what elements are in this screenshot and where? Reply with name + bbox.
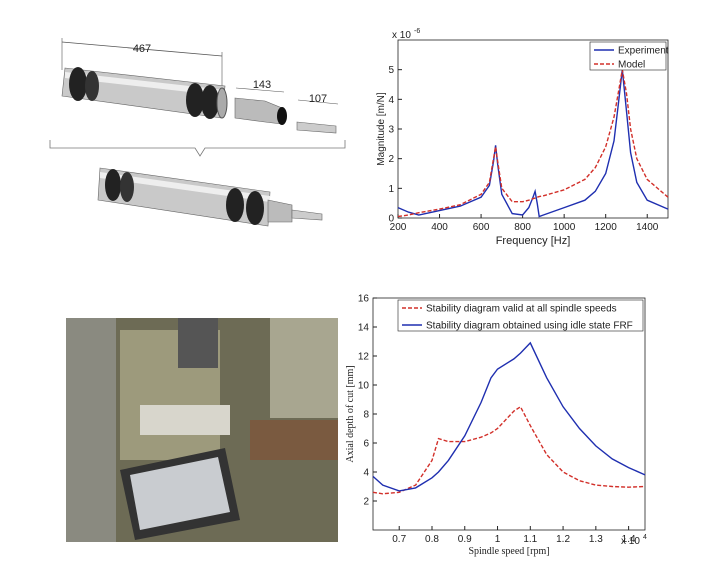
legend-label: Stability diagram valid at all spindle s… [426,304,617,315]
y-tick-label: 2 [363,497,369,508]
dimension-label: 143 [253,79,271,91]
y-tick-label: 3 [388,125,394,136]
plot-frame [372,297,646,531]
x-multiplier-exponent: 4 [643,534,647,541]
x-tick-label: 800 [514,222,531,233]
x-tick-label: 400 [431,222,448,233]
y-multiplier: x 10 [392,30,411,41]
y-tick-label: 10 [358,381,370,392]
x-tick-label: 0.9 [458,534,472,545]
spindle-drawing: 467 143 107 [49,38,346,227]
legend-label: Experiment [618,46,669,57]
y-axis-label: Axial depth of cut [mm] [345,365,356,462]
y-tick-label: 5 [388,65,394,76]
y-multiplier-exponent: -6 [414,28,420,35]
x-tick-label: 1.2 [556,534,570,545]
dimension-label: 107 [309,93,327,105]
y-tick-label: 4 [388,95,394,106]
x-axis-label: Frequency [Hz] [496,235,571,247]
x-tick-label: 0.8 [425,534,439,545]
y-tick-label: 2 [388,154,394,165]
legend-box [397,299,644,332]
chart: 0.7 0.8 0.9 1 1.1 1.2 1.3 1.4 2 4 6 8 10 12 14 16 Spindl… [345,294,647,558]
legend-box [589,41,667,71]
x-tick-label: 1200 [595,222,618,233]
series-line [372,341,646,492]
x-tick-label: 1 [495,534,501,545]
y-tick-label: 8 [363,410,369,421]
x-tick-label: 0.7 [392,534,406,545]
x-axis-label: Spindle speed [rpm] [468,546,549,557]
x-multiplier: x 10 [621,536,640,547]
y-tick-label: 1 [388,184,394,195]
y-tick-label: 14 [358,323,370,334]
x-tick-label: 600 [473,222,490,233]
experiment-photo [66,318,338,542]
y-tick-label: 4 [363,468,369,479]
y-axis-label: Magnitude [m/N] [376,92,387,166]
x-tick-label: 1400 [636,222,659,233]
x-tick-label: 200 [390,222,407,233]
y-tick-label: 6 [363,439,369,450]
legend-label: Model [618,60,645,71]
dimension-label: 467 [133,43,151,55]
x-tick-label: 1.3 [589,534,603,545]
x-tick-label: 1000 [553,222,576,233]
chart: 200 400 600 800 1000 1200 1400 0 1 2 3 4 5 Frequency … [376,28,669,247]
legend-label: Stability diagram obtained using idle st… [426,321,633,332]
x-tick-label: 1.4 [622,534,636,545]
y-tick-label: 12 [358,352,370,363]
series-line [372,405,646,495]
y-tick-label: 0 [388,214,394,225]
x-tick-label: 1.1 [523,534,537,545]
y-tick-label: 16 [358,294,370,305]
